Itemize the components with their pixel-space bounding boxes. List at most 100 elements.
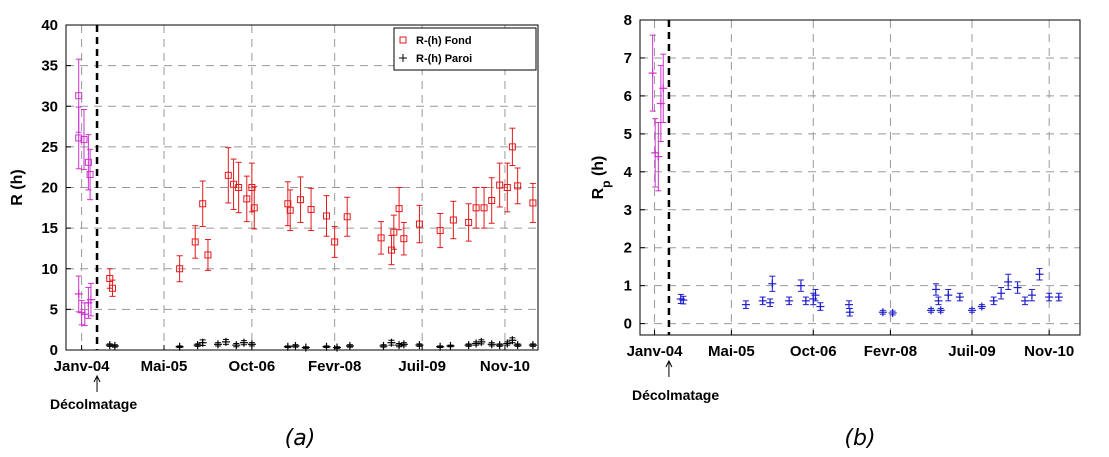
data-point bbox=[508, 143, 516, 151]
y-axis-label-unit: (h) bbox=[590, 156, 607, 181]
x-tick-label: Fevr-08 bbox=[864, 343, 917, 360]
data-point bbox=[243, 195, 251, 203]
data-point bbox=[176, 265, 184, 273]
data-point bbox=[1054, 293, 1063, 302]
chart-panel-b: 0 1 2 3 4 5 6 7 8 Janv-04 Mai-05 Oct-06 Fevr-08 Juil-… bbox=[590, 12, 1081, 451]
event-arrowhead bbox=[93, 374, 101, 383]
data-point bbox=[379, 341, 388, 350]
data-point bbox=[648, 69, 657, 78]
data-point bbox=[239, 338, 248, 347]
event-label: Décolmatage bbox=[50, 396, 137, 412]
data-point bbox=[436, 227, 444, 235]
data-point bbox=[175, 342, 184, 351]
data-point bbox=[395, 341, 404, 350]
data-point bbox=[816, 302, 825, 311]
data-point bbox=[503, 184, 511, 191]
x-tick-label: Oct-06 bbox=[229, 358, 276, 375]
data-point bbox=[86, 171, 94, 178]
data-point bbox=[513, 341, 522, 350]
data-point bbox=[331, 238, 339, 246]
y-tick-label: 5 bbox=[50, 301, 58, 318]
data-point bbox=[232, 341, 241, 350]
data-point bbox=[927, 306, 936, 315]
figure-caption: (a) bbox=[285, 426, 316, 451]
y-tick-label: 0 bbox=[50, 342, 58, 359]
data-point bbox=[679, 296, 688, 305]
y-tick-label: 2 bbox=[624, 240, 632, 257]
legend-label: R-(h) Paroi bbox=[416, 53, 472, 65]
data-point bbox=[395, 205, 403, 213]
series-0 bbox=[106, 127, 537, 297]
data-point bbox=[213, 340, 222, 349]
data-point bbox=[283, 342, 292, 351]
data-point bbox=[480, 204, 488, 212]
data-point bbox=[529, 199, 537, 207]
data-point bbox=[1027, 291, 1036, 300]
data-point bbox=[74, 289, 83, 298]
x-tick-label: Nov-10 bbox=[480, 358, 530, 375]
data-point bbox=[464, 341, 473, 350]
data-point bbox=[944, 291, 953, 300]
y-tick-label: 30 bbox=[41, 98, 58, 115]
data-point bbox=[198, 338, 207, 347]
data-point bbox=[1045, 293, 1054, 302]
legend-marker bbox=[399, 36, 407, 44]
y-tick-label: 6 bbox=[624, 88, 632, 105]
data-point bbox=[1020, 296, 1029, 305]
data-point bbox=[1035, 270, 1044, 279]
x-tick-label: Janv-04 bbox=[627, 343, 684, 360]
series-0 bbox=[648, 34, 668, 192]
data-point bbox=[989, 296, 998, 305]
data-point bbox=[322, 342, 331, 351]
data-point bbox=[1004, 277, 1013, 286]
legend-box bbox=[393, 27, 537, 71]
y-tick-label: 1 bbox=[624, 278, 632, 295]
data-point bbox=[377, 234, 385, 242]
data-point bbox=[191, 238, 199, 246]
data-point bbox=[387, 246, 395, 254]
data-point bbox=[768, 279, 777, 288]
y-axis-label: R (h) bbox=[9, 169, 26, 205]
data-point bbox=[286, 206, 294, 214]
data-point bbox=[224, 171, 232, 179]
data-point bbox=[449, 216, 457, 224]
y-tick-label: 25 bbox=[41, 139, 58, 156]
data-point bbox=[297, 196, 305, 204]
y-tick-label: 20 bbox=[41, 180, 58, 197]
data-point bbox=[496, 181, 504, 189]
data-point bbox=[343, 213, 351, 221]
data-point bbox=[472, 204, 480, 212]
series-2 bbox=[75, 58, 94, 201]
data-point bbox=[968, 306, 977, 315]
data-point bbox=[248, 184, 256, 191]
data-point bbox=[811, 291, 820, 300]
data-point bbox=[75, 134, 83, 142]
data-point bbox=[845, 300, 854, 309]
y-tick-label: 35 bbox=[41, 58, 58, 75]
event-arrowhead bbox=[665, 359, 673, 368]
x-tick-label: Nov-10 bbox=[1024, 343, 1074, 360]
x-tick-label: Fevr-08 bbox=[308, 358, 361, 375]
data-point bbox=[488, 197, 496, 204]
data-point bbox=[110, 341, 119, 350]
series-1 bbox=[105, 336, 537, 352]
y-tick-label: 7 bbox=[624, 50, 632, 67]
data-point bbox=[333, 343, 342, 352]
data-point bbox=[508, 336, 517, 345]
data-point bbox=[108, 284, 116, 292]
x-tick-label: Oct-06 bbox=[790, 343, 837, 360]
data-point bbox=[390, 228, 398, 236]
data-point bbox=[977, 302, 986, 311]
data-point bbox=[235, 184, 243, 191]
legend-label: R-(h) Fond bbox=[416, 35, 472, 47]
data-point bbox=[758, 296, 767, 305]
x-tick-label: Janv-04 bbox=[54, 358, 111, 375]
data-point bbox=[801, 296, 810, 305]
data-point bbox=[936, 306, 945, 315]
data-point bbox=[514, 182, 522, 190]
data-point bbox=[487, 340, 496, 349]
data-point bbox=[80, 310, 89, 319]
y-tick-label: 10 bbox=[41, 261, 58, 278]
data-point bbox=[997, 289, 1006, 298]
